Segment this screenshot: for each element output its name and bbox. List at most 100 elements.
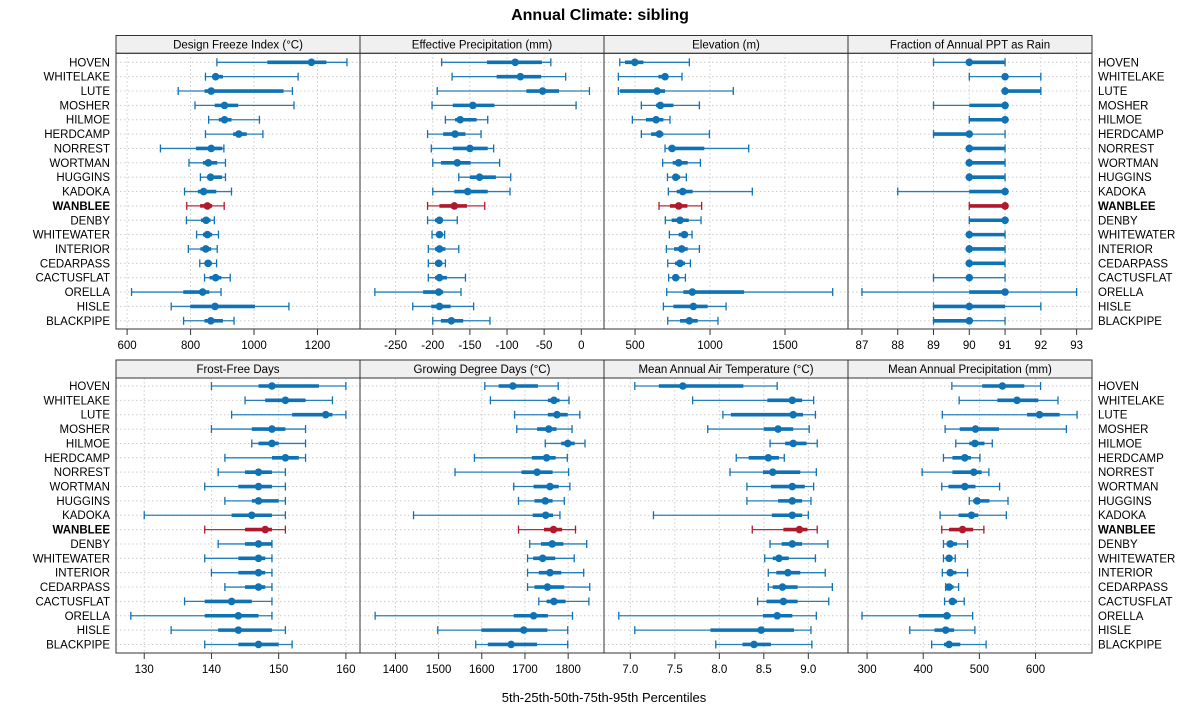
percentile-mark-whitewater: [204, 554, 273, 563]
percentile-mark-interior: [941, 568, 969, 577]
percentile-mark-cedarpass: [945, 583, 960, 592]
percentile-mark-wortman: [746, 482, 815, 491]
site-label: HUGGINS: [56, 496, 110, 508]
median-point: [541, 497, 550, 505]
percentile-mark-cactusflat: [183, 597, 273, 606]
percentile-mark-wortman: [941, 482, 1001, 491]
x-tick-label: 8.0: [711, 664, 727, 676]
median-point: [546, 568, 554, 577]
x-tick-label: 1000: [241, 340, 267, 352]
site-label: HILMOE: [66, 438, 110, 450]
site-label: HISLE: [1098, 301, 1132, 313]
x-tick-label: -50: [536, 340, 553, 352]
x-tick-label: 91: [999, 340, 1012, 352]
x-tick-label: 7.0: [622, 664, 638, 676]
x-tick-label: 800: [181, 340, 200, 352]
panels: Design Freeze Index (°C) 600 800 1000 1200 HO…: [33, 35, 1175, 676]
site-label: WANBLEE: [53, 201, 111, 213]
site-label: WORTMAN: [1098, 482, 1158, 494]
percentile-mark-cedarpass: [767, 583, 833, 592]
percentile-mark-orella: [666, 288, 834, 297]
median-point: [456, 115, 465, 124]
percentile-mark-hilmoe: [968, 115, 1009, 124]
median-point: [788, 511, 797, 520]
percentile-mark-cedarpass: [427, 259, 447, 268]
x-tick-label: 150: [269, 664, 288, 676]
median-point: [674, 202, 683, 210]
site-label: HISLE: [77, 301, 111, 313]
percentile-mark-huggins: [968, 496, 1009, 505]
site-label: HERDCAMP: [44, 453, 110, 465]
percentile-mark-blackpipe: [204, 640, 293, 649]
median-point: [1001, 87, 1009, 95]
percentile-mark-hoven: [634, 382, 778, 390]
percentile-mark-hoven: [441, 58, 552, 67]
site-label: INTERIOR: [1098, 568, 1153, 580]
percentile-mark-whitelake: [244, 396, 334, 405]
percentile-mark-cactusflat: [538, 597, 590, 606]
site-label: WHITEWATER: [1098, 553, 1175, 565]
percentile-mark-herdcamp: [640, 130, 711, 139]
site-label: WHITEWATER: [1098, 230, 1175, 242]
site-label: WHITELAKE: [44, 395, 111, 407]
site-label: ORELLA: [1098, 611, 1144, 623]
median-point: [965, 302, 974, 311]
site-label: MOSHER: [60, 424, 110, 436]
median-point: [965, 173, 974, 181]
percentile-mark-orella: [861, 288, 1078, 297]
median-point: [254, 640, 263, 649]
median-point: [965, 273, 974, 282]
percentile-mark-lute: [941, 410, 1078, 419]
percentile-mark-interior: [187, 244, 218, 253]
x-tick-label: 1000: [697, 340, 723, 352]
median-point: [788, 396, 797, 405]
median-point: [234, 130, 243, 138]
median-point: [450, 202, 459, 210]
median-point: [261, 525, 270, 534]
site-label: WHITELAKE: [1098, 395, 1165, 407]
percentile-mark-whitelake: [451, 72, 567, 81]
median-point: [435, 245, 444, 253]
median-point: [204, 159, 213, 167]
percentile-mark-huggins: [746, 496, 812, 505]
site-label: HERDCAMP: [44, 129, 110, 141]
median-point: [227, 597, 236, 606]
percentile-mark-hisle: [662, 302, 727, 311]
percentile-mark-hisle: [909, 626, 976, 635]
percentile-mark-herdcamp: [224, 453, 307, 462]
x-axis-label: 5th-25th-50th-75th-95th Percentiles: [502, 690, 707, 705]
median-point: [254, 468, 263, 476]
median-point: [1001, 101, 1009, 110]
x-tick-label: 1600: [469, 664, 495, 676]
median-point: [203, 230, 212, 239]
median-point: [198, 288, 207, 296]
percentile-mark-hisle: [634, 626, 812, 635]
median-point: [451, 130, 459, 138]
percentile-mark-kadoka: [667, 187, 753, 196]
percentile-mark-norrest: [217, 468, 287, 477]
x-tick-label: 600: [1026, 664, 1045, 676]
site-label: HUGGINS: [1098, 496, 1152, 508]
median-point: [688, 288, 697, 296]
median-point: [447, 316, 456, 325]
median-point: [1001, 216, 1009, 225]
site-label: KADOKA: [1098, 510, 1146, 522]
median-point: [789, 410, 797, 419]
median-point: [965, 159, 974, 167]
x-tick-label: -150: [458, 340, 481, 352]
panel-frame: [847, 377, 1093, 654]
percentile-mark-cactusflat: [427, 273, 467, 282]
percentile-mark-wortman: [188, 158, 227, 167]
site-label: WHITEWATER: [33, 553, 110, 565]
percentile-mark-whitelake: [691, 396, 815, 405]
site-label: CEDARPASS: [1098, 582, 1168, 594]
site-label: KADOKA: [62, 187, 110, 199]
median-point: [965, 316, 974, 325]
percentile-mark-wortman: [661, 158, 702, 167]
site-label: KADOKA: [62, 510, 110, 522]
median-point: [542, 454, 551, 462]
percentile-mark-blackpipe: [932, 316, 1006, 325]
median-point: [971, 425, 980, 433]
percentile-mark-kadoka: [897, 187, 1009, 196]
median-point: [965, 144, 974, 153]
